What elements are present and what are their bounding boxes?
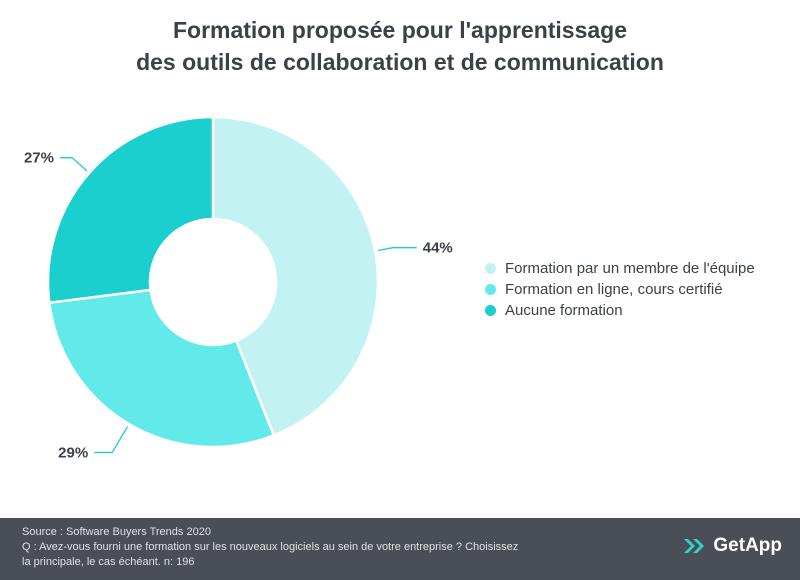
- callout-line: [94, 426, 129, 454]
- legend-swatch: [485, 284, 496, 295]
- legend-swatch: [485, 305, 496, 316]
- chart-title: Formation proposée pour l'apprentissage …: [0, 14, 800, 78]
- footer-text: Source : Software Buyers Trends 2020 Q :…: [22, 525, 622, 570]
- source-note: Source : Software Buyers Trends 2020: [22, 526, 211, 538]
- callout-line: [59, 157, 88, 172]
- slice-percent-label: 29%: [58, 444, 88, 461]
- chart-title-line-2: des outils de collaboration et de commun…: [136, 49, 664, 75]
- getapp-logo: GetApp: [682, 535, 782, 557]
- getapp-chevrons-icon: [684, 539, 705, 553]
- legend-item: Formation par un membre de l'équipe: [485, 258, 755, 279]
- question-note-line-2: la principale, le cas échéant. n: 196: [22, 556, 195, 568]
- donut-slice: [211, 115, 380, 438]
- donut-slice: [47, 288, 276, 449]
- legend-label: Formation par un membre de l'équipe: [505, 260, 755, 277]
- slice-percent-label: 44%: [423, 240, 453, 257]
- question-note-line-1: Q : Avez-vous fourni une formation sur l…: [22, 541, 519, 553]
- legend-label: Aucune formation: [505, 302, 623, 319]
- donut-chart: 44% 29% 27%: [24, 115, 453, 461]
- legend-item: Aucune formation: [485, 300, 755, 321]
- chart-legend: Formation par un membre de l'équipe Form…: [485, 258, 755, 321]
- footer: Source : Software Buyers Trends 2020 Q :…: [0, 518, 800, 580]
- logo-text: GetApp: [713, 535, 782, 556]
- chart-title-line-1: Formation proposée pour l'apprentissage: [172, 17, 628, 43]
- legend-swatch: [485, 263, 496, 274]
- legend-item: Formation en ligne, cours certifié: [485, 279, 755, 300]
- slice-percent-label: 27%: [24, 150, 54, 167]
- donut-slice: [46, 115, 215, 305]
- callout-line: [377, 247, 417, 252]
- legend-label: Formation en ligne, cours certifié: [505, 281, 723, 298]
